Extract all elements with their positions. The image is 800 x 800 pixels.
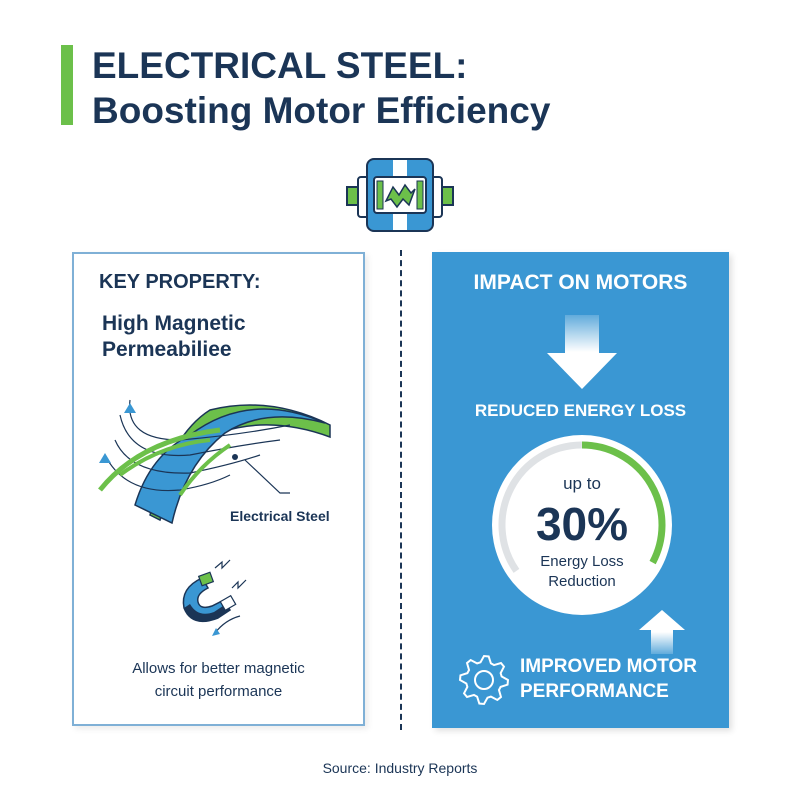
- panel-divider: [400, 250, 402, 730]
- arrow-up-icon: [639, 610, 685, 654]
- impact-heading: IMPACT ON MOTORS: [473, 271, 688, 294]
- gauge-fill: [581, 441, 666, 565]
- magnet-icon: [182, 559, 247, 636]
- gear-icon: [458, 654, 510, 706]
- gauge-caption-line2: Reduction: [548, 573, 616, 590]
- property-name-line2: Permeabiliee: [102, 338, 232, 361]
- arrow-down-icon: [547, 315, 617, 389]
- page-subtitle: Boosting Motor Efficiency: [92, 90, 551, 131]
- gauge-value: 30%: [535, 498, 629, 550]
- description-line1: Allows for better magnetic: [132, 660, 305, 677]
- key-property-heading: KEY PROPERTY:: [99, 271, 261, 293]
- gauge-prefix: up to: [563, 474, 601, 493]
- steel-sheet-icon: [98, 399, 331, 525]
- key-property-panel: [72, 252, 365, 726]
- gauge-track: [498, 441, 582, 573]
- improved-performance-line2: PERFORMANCE: [520, 681, 669, 702]
- title-accent-bar: [61, 45, 73, 125]
- energy-loss-gauge: [492, 435, 672, 615]
- gauge-caption-line1: Energy Loss: [540, 553, 624, 570]
- page-title: ELECTRICAL STEEL:: [92, 45, 468, 86]
- improved-performance-line1: IMPROVED MOTOR: [520, 656, 697, 677]
- description-line2: circuit performance: [154, 683, 283, 700]
- property-name-line1: High Magnetic: [102, 312, 246, 335]
- electric-motor-icon: [346, 158, 454, 232]
- electrical-steel-label: Electrical Steel: [230, 508, 330, 524]
- source-note: Source: Industry Reports: [322, 760, 478, 776]
- reduced-energy-loss-label: REDUCED ENERGY LOSS: [474, 401, 687, 420]
